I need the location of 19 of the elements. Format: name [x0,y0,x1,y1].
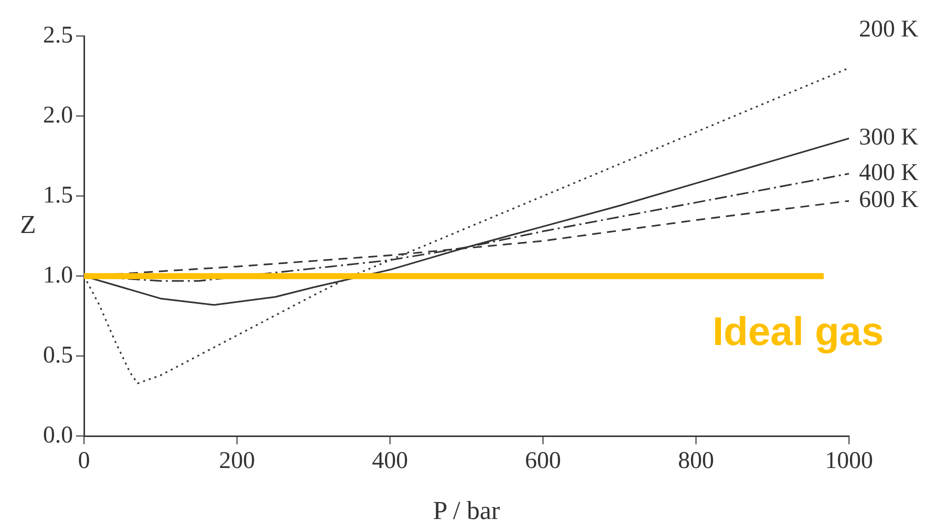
x-tick-label: 1000 [825,448,873,474]
x-tick-label: 600 [525,448,561,474]
y-tick-label: 1.5 [43,182,73,208]
series-label: 300 K [859,124,919,151]
y-tick-label: 2.0 [43,102,73,128]
y-tick-label: 0.0 [43,422,73,448]
series-label: 600 K [859,187,919,214]
series-label: 200 K [859,16,919,42]
x-tick-label: 0 [78,448,90,474]
y-axis-title: Z [20,210,36,239]
x-tick-label: 800 [678,448,714,474]
x-tick-label: 400 [372,448,408,474]
y-tick-label: 2.5 [43,22,73,48]
x-tick-label: 200 [219,448,255,474]
series-label: 400 K [859,160,919,186]
y-tick-label: 1.0 [43,262,73,288]
y-tick-label: 0.5 [43,342,73,368]
series-label: Ideal gas [712,310,884,354]
x-axis-title: P / bar [433,496,500,525]
